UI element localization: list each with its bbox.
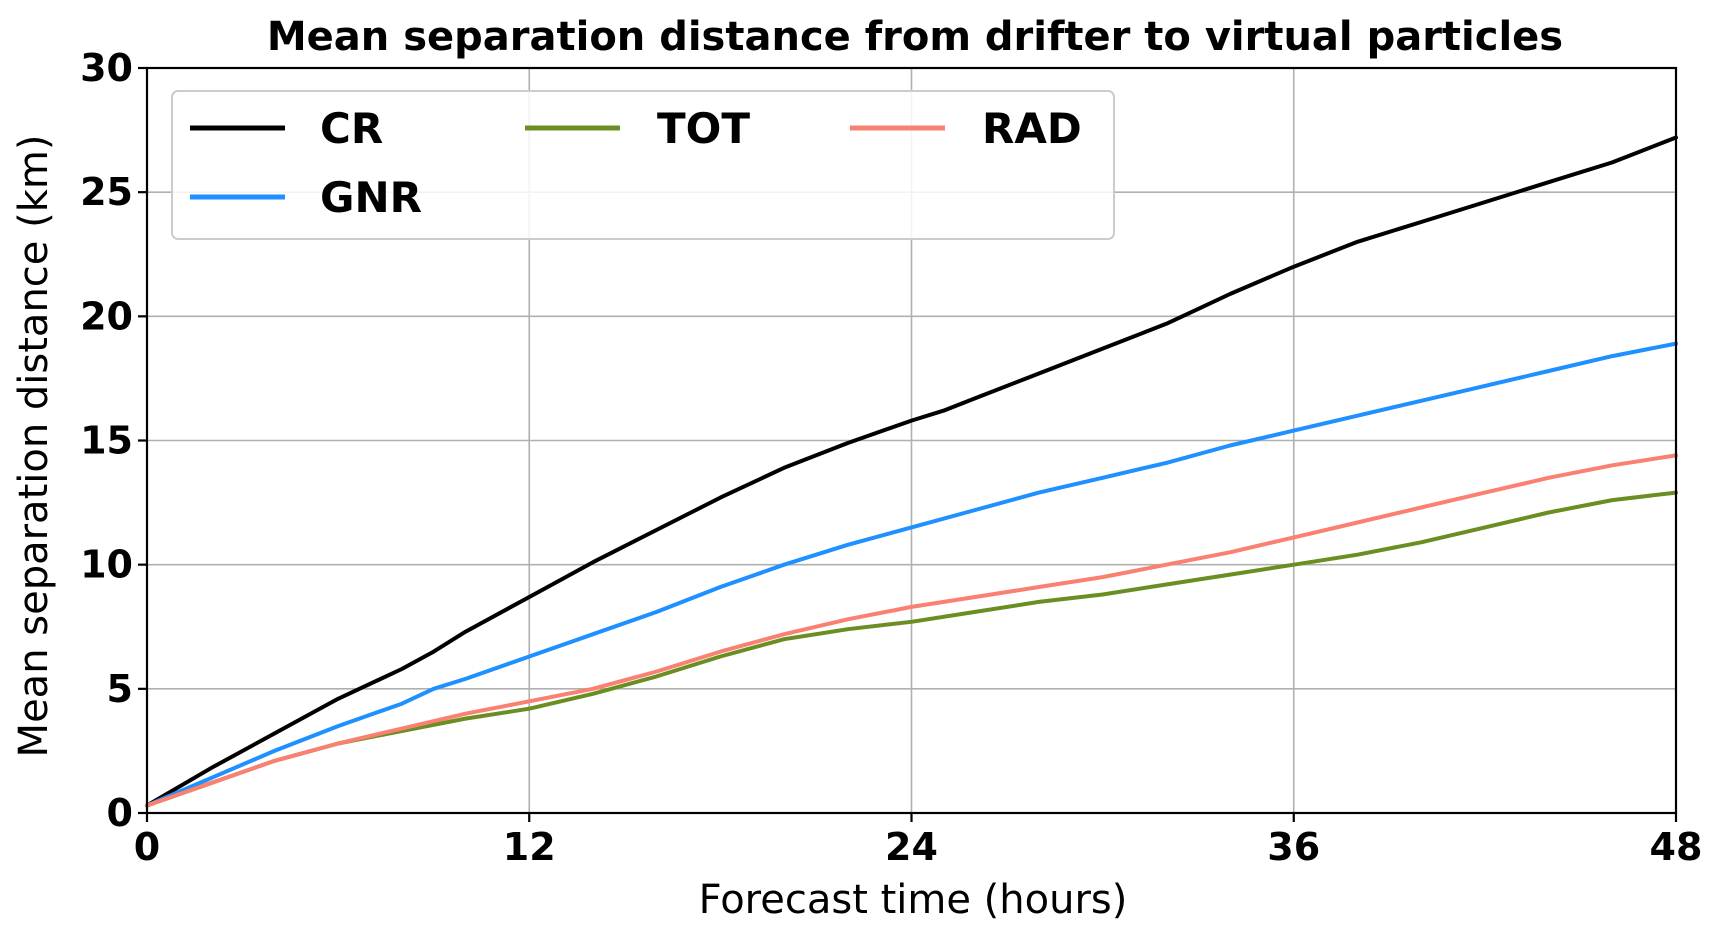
y-tick-label: 20: [80, 294, 133, 338]
y-tick-label: 30: [80, 46, 133, 90]
series-line-gnr: [145, 341, 1678, 808]
legend-label-gnr: GNR: [320, 173, 422, 222]
y-tick-label: 25: [80, 170, 133, 214]
legend-box: [171, 90, 1115, 240]
x-axis-label: Forecast time (hours): [699, 877, 1128, 923]
legend-label-tot: TOT: [657, 104, 750, 153]
legend-label-cr: CR: [320, 104, 383, 153]
series-layer: [145, 135, 1678, 808]
y-tick-label: 0: [107, 791, 133, 835]
y-tick-label: 5: [107, 667, 133, 711]
series-line-cr: [145, 135, 1678, 808]
x-tick-label: 48: [1650, 825, 1703, 869]
x-tick-label: 0: [134, 825, 160, 869]
x-tick-label: 12: [503, 825, 556, 869]
x-tick-label: 24: [885, 825, 938, 869]
series-line-rad: [145, 453, 1678, 808]
y-tick-label: 10: [80, 543, 133, 587]
legend-label-rad: RAD: [982, 104, 1082, 153]
series-line-tot: [145, 490, 1678, 808]
chart-title: Mean separation distance from drifter to…: [267, 14, 1563, 60]
y-tick-label: 15: [80, 419, 133, 463]
x-tick-label: 36: [1267, 825, 1320, 869]
legend: CR GNR TOT RAD: [171, 90, 1115, 240]
tick-layer: 0 12 24 36 48 0 5 10 15 20 25 30: [80, 46, 1702, 869]
y-axis-label: Mean separation distance (km): [11, 135, 57, 758]
